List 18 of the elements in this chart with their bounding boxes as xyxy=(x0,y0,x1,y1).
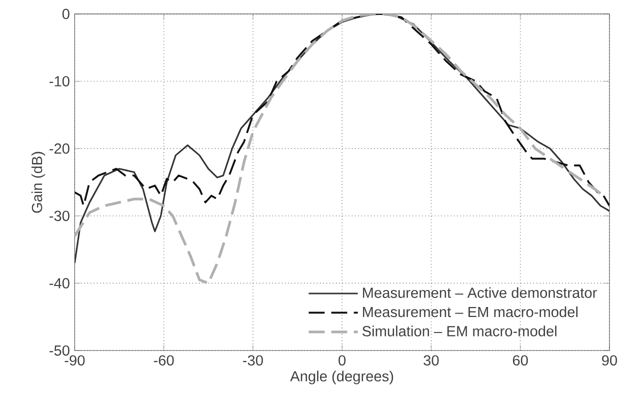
x-tick-label: 60 xyxy=(512,355,528,366)
x-tick-label: -30 xyxy=(243,355,263,366)
x-tick-label: -90 xyxy=(64,355,85,366)
x-tick-label: 90 xyxy=(602,355,617,366)
y-axis-title: Gain (dB) xyxy=(31,152,46,213)
legend-label: Measurement – EM macro-model xyxy=(363,306,578,318)
legend-label: Simulation – EM macro-model xyxy=(362,326,556,336)
y-tick-label: -10 xyxy=(50,76,70,86)
y-tick-label: -20 xyxy=(50,143,70,154)
x-axis-title: Angle (degrees) xyxy=(290,370,394,384)
x-tick-label: 30 xyxy=(424,355,439,366)
y-tick-label: 0 xyxy=(62,8,70,19)
y-tick-label: -40 xyxy=(50,278,70,288)
legend-label: Measurement – Active demonstrator xyxy=(363,287,597,298)
x-tick-label: -60 xyxy=(154,355,174,366)
y-tick-label: -50 xyxy=(50,345,70,356)
y-tick-label: -30 xyxy=(50,210,70,221)
x-tick-label: 0 xyxy=(338,355,346,366)
